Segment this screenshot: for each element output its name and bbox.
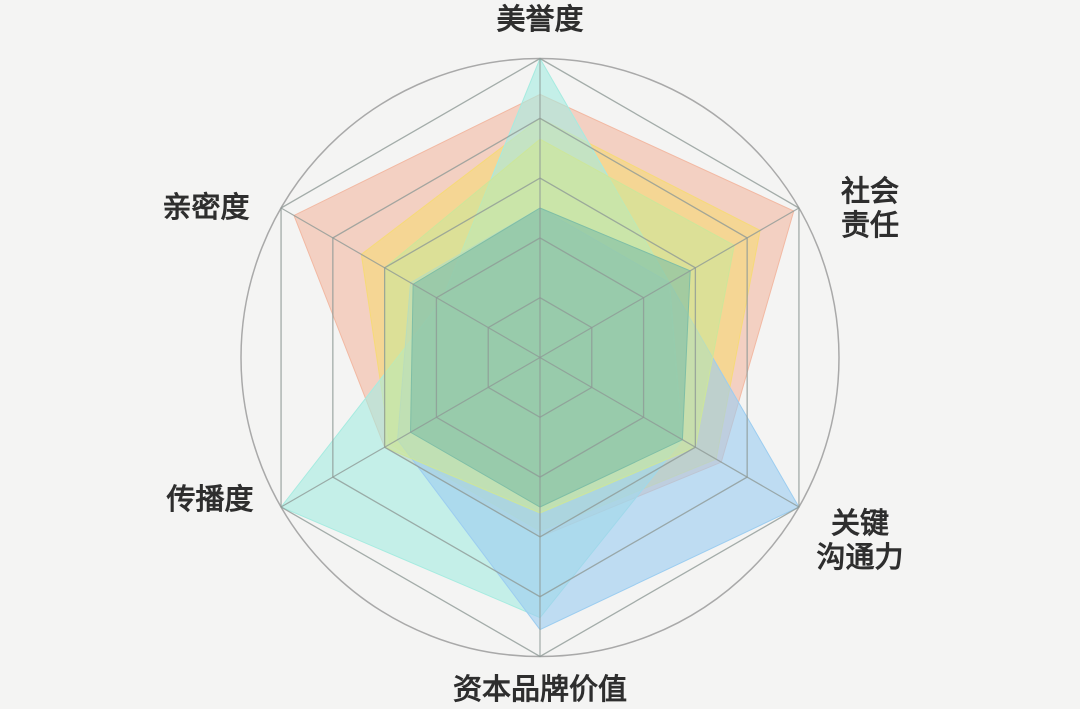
axis-label-intimacy: 亲密度 — [162, 190, 250, 224]
axis-label-key-communication: 关键 沟通力 — [816, 506, 904, 574]
axis-label-spread: 传播度 — [166, 482, 254, 516]
axis-label-social-responsibility: 社会 责任 — [840, 174, 899, 242]
axis-label-capital-brand-value: 资本品牌价值 — [452, 672, 627, 706]
axis-spoke-1 — [539, 207, 800, 359]
axis-spoke-5 — [280, 207, 541, 359]
axis-spoke-4 — [280, 356, 541, 508]
axis-spoke-2 — [539, 356, 800, 508]
axis-label-reputation: 美誉度 — [496, 2, 584, 36]
